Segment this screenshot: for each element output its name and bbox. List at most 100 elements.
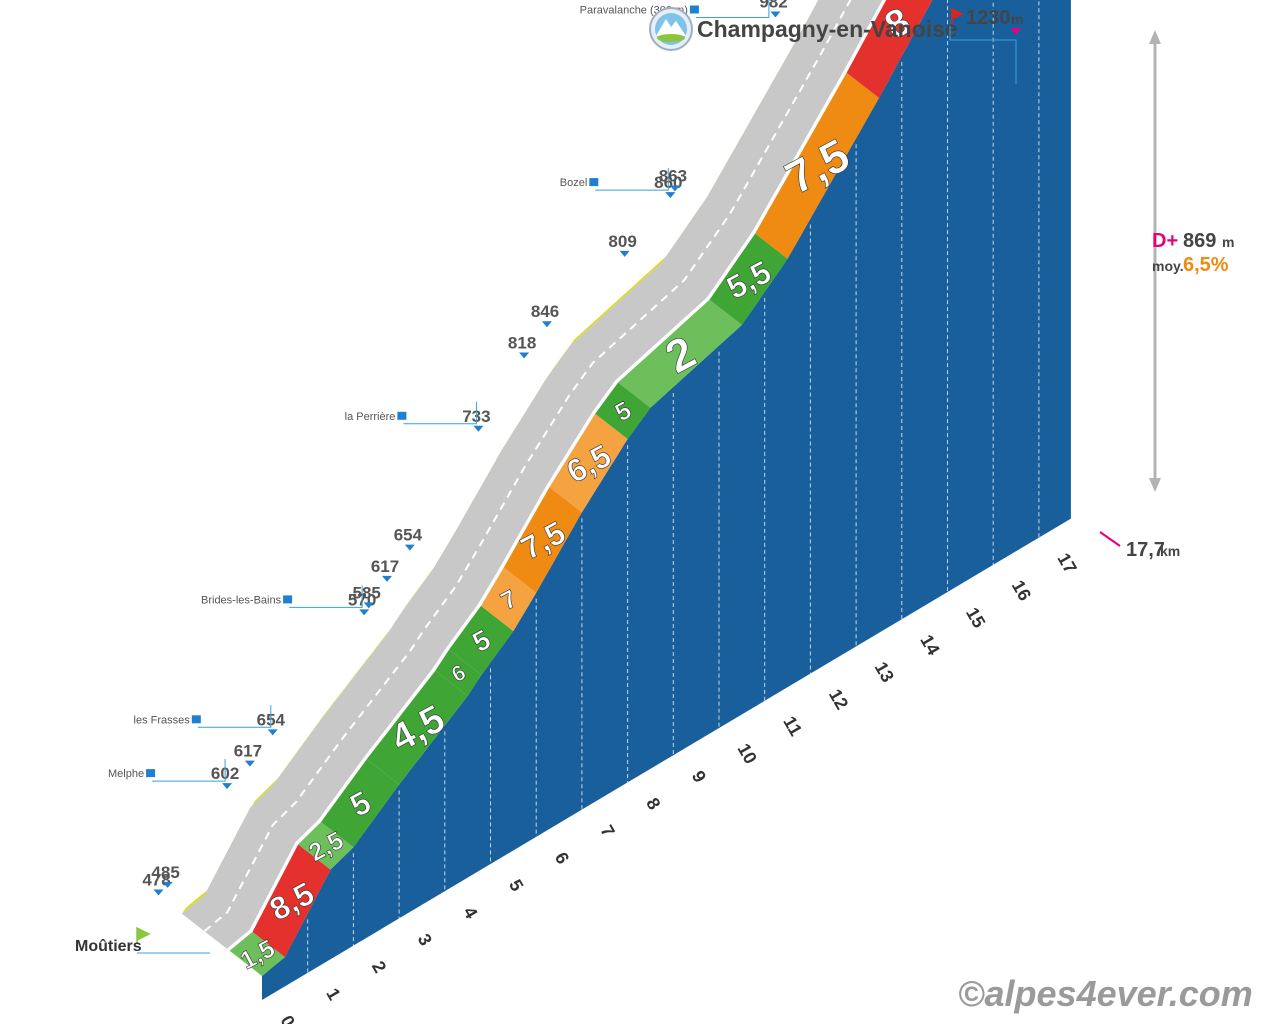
altitude-label: 485 bbox=[151, 863, 179, 882]
altitude-marker-icon bbox=[619, 250, 630, 257]
dplus-label: D+ bbox=[1152, 230, 1178, 252]
terrain-area bbox=[262, 0, 1071, 1000]
gradient-segment bbox=[595, 382, 651, 439]
gradient-segment bbox=[709, 233, 788, 325]
place-label: Bozel bbox=[560, 177, 588, 189]
start-name: Moûtiers bbox=[75, 938, 142, 955]
km-tick-label: 2 bbox=[368, 958, 390, 977]
gradient-segment bbox=[435, 649, 482, 696]
altitude-label: 585 bbox=[353, 583, 381, 602]
km-tick-label: 16 bbox=[1008, 577, 1035, 604]
km-tick-label: 5 bbox=[505, 876, 527, 895]
km-tick-label: 12 bbox=[825, 686, 852, 713]
dplus-value: 869 bbox=[1183, 230, 1216, 252]
altitude-marker-icon bbox=[473, 425, 484, 432]
altitude-label: 846 bbox=[531, 302, 559, 321]
place-label: Brides-les-Bains bbox=[201, 594, 282, 606]
km-tick-label: 1 bbox=[322, 985, 344, 1004]
altitude-label: 982 bbox=[759, 0, 787, 12]
summit-marker-icon bbox=[1011, 28, 1021, 35]
gradient-segment bbox=[618, 299, 742, 408]
place-label: la Perrière bbox=[345, 411, 396, 423]
summit-flag-icon bbox=[951, 7, 964, 24]
place-leader-line bbox=[403, 401, 477, 425]
km-tick-label: 17 bbox=[1053, 550, 1080, 577]
road-surface bbox=[181, 0, 883, 949]
altitude-marker-icon bbox=[770, 11, 781, 18]
gradient-segment bbox=[252, 844, 331, 958]
altitude-marker-icon bbox=[519, 352, 530, 359]
place-label: Melphe bbox=[108, 768, 144, 780]
km-tick-label: 7 bbox=[596, 822, 618, 841]
gradient-segment bbox=[449, 605, 514, 675]
km-tick-label: 14 bbox=[916, 631, 943, 658]
church-icon bbox=[283, 595, 293, 604]
start-flag-icon bbox=[136, 926, 151, 944]
gradient-segment bbox=[846, 0, 933, 98]
altitude-label: 863 bbox=[659, 167, 687, 186]
km-tick-label: 3 bbox=[414, 930, 436, 949]
altitude-label: 617 bbox=[371, 557, 399, 576]
place-leader-line bbox=[152, 759, 226, 782]
altitude-marker-icon bbox=[363, 602, 374, 609]
terrain-layer bbox=[262, 0, 1071, 1000]
km-tick-label: 8 bbox=[642, 794, 664, 813]
elevation-gain-arrow bbox=[1149, 30, 1161, 492]
altitude-marker-icon bbox=[162, 881, 173, 888]
km-tick-label: 11 bbox=[779, 713, 806, 739]
altitude-label: 809 bbox=[608, 232, 636, 251]
place-leader-line bbox=[289, 585, 363, 608]
altitude-label: 617 bbox=[234, 742, 262, 761]
gradient-segment bbox=[755, 72, 879, 259]
summit-title: Champagny-en-Vanoise bbox=[697, 16, 958, 42]
distance-unit: km bbox=[1160, 543, 1180, 559]
km-tick-label: 15 bbox=[962, 604, 989, 631]
km-tick-label: 10 bbox=[734, 740, 761, 767]
km-tick-label: 6 bbox=[551, 849, 573, 868]
altitude-marker-icon bbox=[382, 575, 392, 582]
road-layer bbox=[181, 0, 883, 949]
summit-leader-line bbox=[949, 26, 1017, 84]
church-icon bbox=[397, 411, 407, 420]
altitude-marker-icon bbox=[404, 544, 415, 551]
gradient-segment bbox=[366, 670, 468, 785]
credit-text: ©alpes4ever.com bbox=[958, 973, 1253, 1014]
summit-altitude-unit: m bbox=[1011, 11, 1023, 27]
summit-logo-icon bbox=[649, 7, 693, 51]
altitude-marker-icon bbox=[267, 729, 278, 736]
altitude-marker-icon bbox=[665, 192, 676, 199]
avg-value: 6,5% bbox=[1183, 254, 1229, 276]
houses-icon bbox=[146, 769, 156, 778]
km-tick-label: 0 bbox=[277, 1012, 299, 1024]
gradient-strip-layer bbox=[229, 0, 933, 976]
altitude-label: 654 bbox=[394, 526, 423, 545]
total-distance: 17,7 bbox=[1126, 539, 1165, 561]
distance-leader-line bbox=[1099, 531, 1121, 547]
altitude-labels-layer: 4784856026176545705856176547338188468098… bbox=[108, 0, 788, 896]
altitude-marker-icon bbox=[359, 609, 370, 616]
place-leader-line bbox=[695, 0, 770, 18]
gradient-segment bbox=[549, 413, 628, 513]
gradient-segment bbox=[321, 759, 400, 848]
altitude-marker-icon bbox=[153, 889, 164, 896]
km-tick-label: 13 bbox=[871, 658, 898, 685]
avg-label: moy. bbox=[1152, 258, 1184, 274]
altitude-marker-icon bbox=[669, 185, 680, 192]
altitude-marker-icon bbox=[222, 783, 233, 790]
avalanche-shelter-icon bbox=[689, 5, 699, 14]
houses-icon bbox=[191, 715, 201, 724]
summit-altitude: 1230 bbox=[966, 7, 1011, 29]
altitude-label: 478 bbox=[142, 871, 170, 890]
altitude-label: 818 bbox=[508, 334, 536, 353]
place-leader-line bbox=[595, 168, 669, 191]
dplus-unit: m bbox=[1222, 234, 1234, 250]
km-tick-label: 4 bbox=[459, 903, 481, 922]
gradient-segment bbox=[481, 567, 537, 632]
place-leader-line bbox=[197, 705, 272, 728]
place-label: les Frasses bbox=[134, 714, 191, 726]
gradient-segment bbox=[298, 822, 354, 870]
gradient-segment bbox=[229, 931, 285, 976]
gradient-segment bbox=[503, 487, 582, 593]
altitude-marker-icon bbox=[541, 321, 552, 328]
